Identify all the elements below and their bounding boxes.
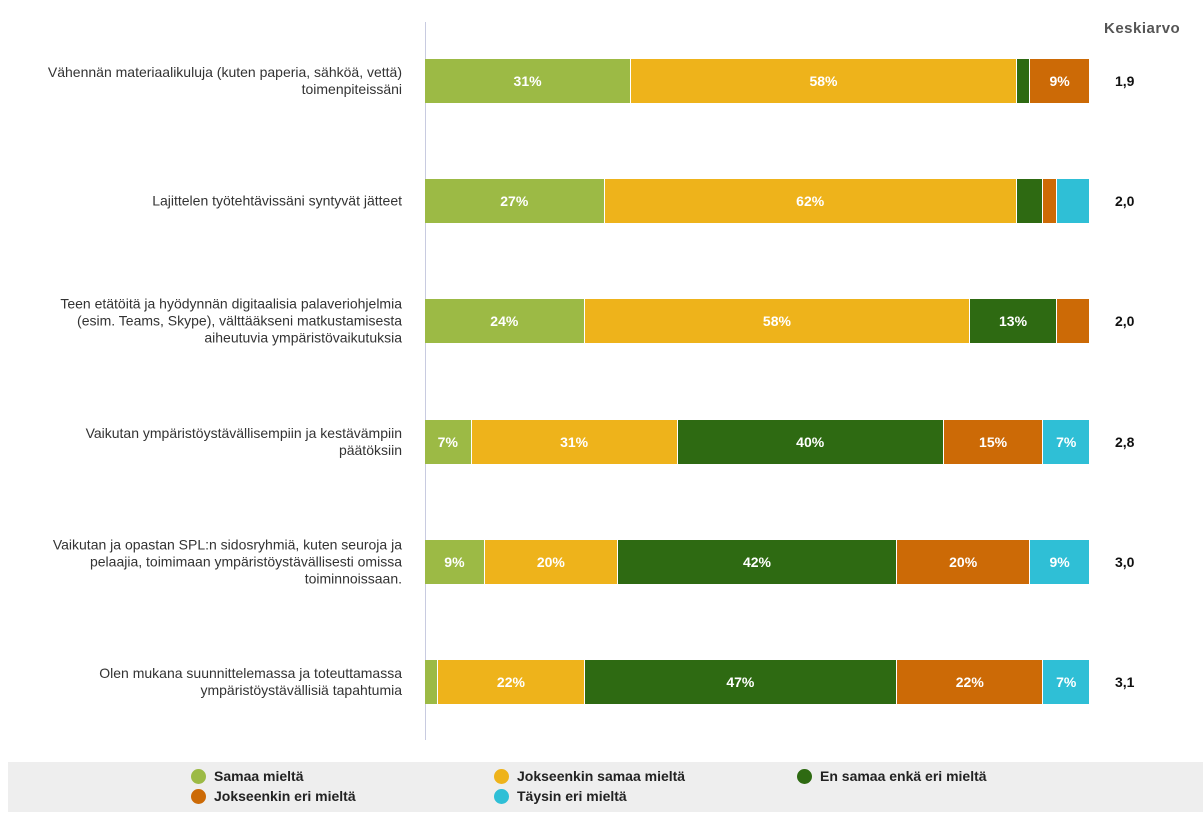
value-label: 7% <box>437 433 458 450</box>
legend-item: Jokseenkin samaa mieltä <box>494 768 685 784</box>
value-label: 62% <box>796 193 825 210</box>
category-label: Vaikutan ja opastan SPL:n sidosryhmiä, k… <box>52 536 402 587</box>
bar-segment: 22% <box>897 660 1044 704</box>
bar-segment <box>1090 59 1091 103</box>
average-label: 2,0 <box>1115 313 1135 330</box>
bar-segment <box>1056 179 1090 224</box>
value-label: 7% <box>1056 433 1077 450</box>
bar-segment: 7% <box>425 419 472 464</box>
value-label: 7% <box>1056 674 1077 690</box>
legend-item: Jokseenkin eri mieltä <box>191 788 356 804</box>
value-label: 13% <box>999 313 1028 330</box>
bar-segment: 13% <box>970 299 1057 344</box>
category-label: Lajittelen työtehtävissäni syntyvät jätt… <box>152 192 402 209</box>
value-label: 9% <box>1049 553 1070 570</box>
average-label: 2,0 <box>1115 193 1135 210</box>
legend-swatch <box>494 788 509 804</box>
bar-segment: 7% <box>1043 419 1090 464</box>
bar-segment: 47% <box>584 660 898 704</box>
legend-swatch <box>494 768 509 784</box>
bar-segment: 42% <box>617 539 898 584</box>
bar-segment <box>1090 299 1091 344</box>
averages-title: Keskiarvo <box>1104 20 1181 37</box>
value-label: 22% <box>955 674 984 690</box>
category-label: Vaikutan ympäristöystävällisempiin ja ke… <box>85 424 402 458</box>
bar-segment <box>1016 179 1044 224</box>
bar-segment: 9% <box>1030 539 1090 584</box>
value-label: 47% <box>726 674 755 690</box>
value-label: 42% <box>742 553 771 570</box>
value-label: 22% <box>496 674 525 690</box>
bar-segment: 27% <box>425 179 605 224</box>
legend-label: Jokseenkin samaa mieltä <box>517 768 686 784</box>
bar-segment <box>425 660 439 704</box>
bar-segment: 9% <box>425 539 485 584</box>
category-label: Vähennän materiaalikuluja (kuten paperia… <box>47 64 402 97</box>
legend-item: Samaa mieltä <box>191 768 304 784</box>
value-label: 40% <box>796 433 825 450</box>
bar-segment: 58% <box>631 59 1017 103</box>
legend-label: Täysin eri mieltä <box>517 788 627 804</box>
legend-item: Täysin eri mieltä <box>494 788 627 804</box>
bar-segment <box>1056 299 1090 344</box>
axis-line <box>425 22 426 740</box>
average-label: 3,1 <box>1115 674 1135 690</box>
bar-segment: 20% <box>897 539 1031 584</box>
legend-label: En samaa enkä eri mieltä <box>820 768 987 784</box>
bar-segment: 58% <box>584 299 971 344</box>
legend-label: Jokseenkin eri mieltä <box>214 788 356 804</box>
bar-segment <box>1016 59 1031 103</box>
average-label: 3,0 <box>1115 553 1135 570</box>
category-label: Teen etätöitä ja hyödynnän digitaalisia … <box>60 295 402 346</box>
bar-segment <box>1043 179 1057 224</box>
value-label: 31% <box>513 73 542 89</box>
legend-swatch <box>191 788 206 804</box>
value-label: 24% <box>490 313 519 330</box>
value-label: 58% <box>809 73 838 89</box>
legend <box>8 762 1203 812</box>
legend-swatch <box>797 768 812 784</box>
bar-segment: 7% <box>1043 660 1090 704</box>
value-label: 15% <box>979 433 1008 450</box>
bar-segment: 62% <box>604 179 1017 224</box>
bar-segment: 15% <box>943 419 1044 464</box>
value-label: 58% <box>762 313 791 330</box>
bar-segment: 31% <box>425 59 632 103</box>
bar-segment: 24% <box>425 299 585 344</box>
average-label: 1,9 <box>1115 73 1135 89</box>
legend-swatch <box>191 768 206 784</box>
average-label: 2,8 <box>1115 433 1135 450</box>
value-label: 20% <box>949 553 978 570</box>
bar-segment: 40% <box>677 419 944 464</box>
value-label: 27% <box>500 193 529 210</box>
value-label: 20% <box>536 553 565 570</box>
bar-segment: 22% <box>438 660 585 704</box>
bar-segment: 9% <box>1030 59 1090 103</box>
value-label: 9% <box>1049 73 1070 89</box>
bar-segment: 20% <box>484 539 618 584</box>
value-label: 9% <box>444 553 465 570</box>
legend-item: En samaa enkä eri mieltä <box>797 768 987 784</box>
value-label: 31% <box>560 433 589 450</box>
bar-segment: 31% <box>471 419 678 464</box>
category-label: Olen mukana suunnittelemassa ja toteutta… <box>99 665 402 698</box>
legend-label: Samaa mieltä <box>214 768 304 784</box>
